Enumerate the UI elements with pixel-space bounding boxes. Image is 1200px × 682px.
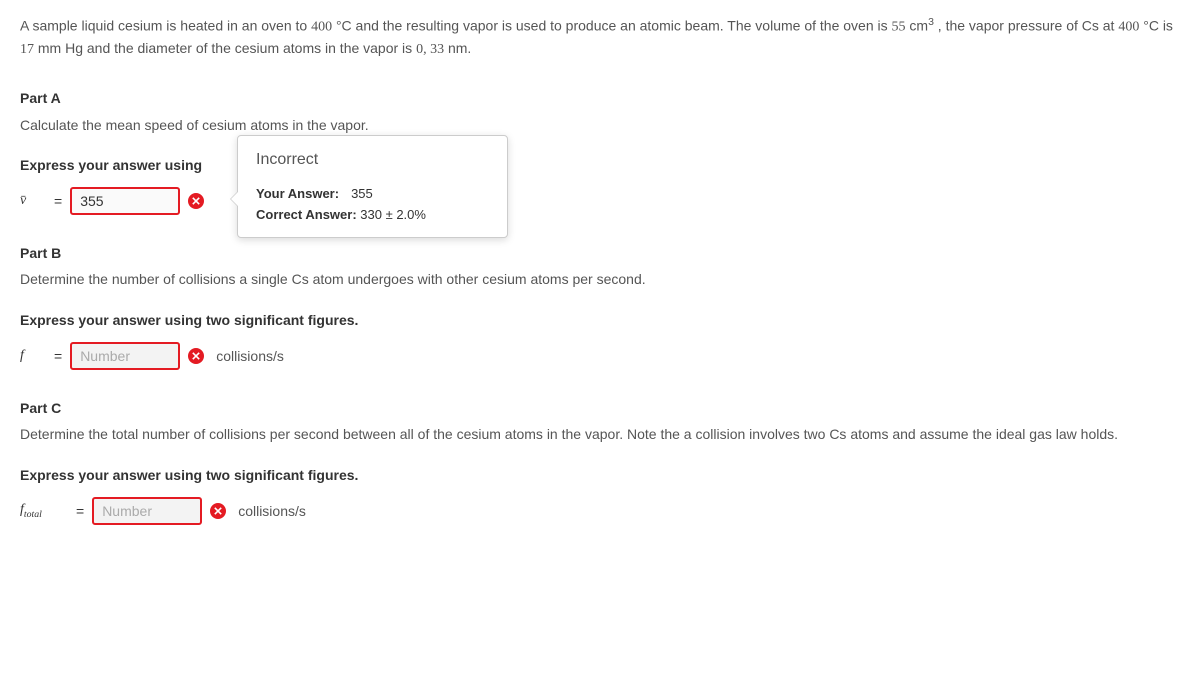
part-c-instruct: Express your answer using two significan…	[20, 465, 1180, 485]
part-a-answer-row: v̄ = Incorrect Your Answer:355 Correct A…	[20, 187, 1180, 215]
equals-sign: =	[54, 191, 62, 211]
part-c-variable: ftotal	[20, 500, 68, 522]
incorrect-icon	[188, 348, 204, 364]
part-a-instruct: Express your answer using	[20, 155, 1180, 175]
part-c-input[interactable]	[92, 497, 202, 525]
part-a: Part A Calculate the mean speed of cesiu…	[20, 88, 1180, 215]
feedback-popup: Incorrect Your Answer:355 Correct Answer…	[237, 135, 508, 238]
part-b-prompt: Determine the number of collisions a sin…	[20, 269, 1180, 289]
part-b-unit: collisions/s	[216, 346, 284, 366]
part-a-prompt: Calculate the mean speed of cesium atoms…	[20, 115, 1180, 135]
part-a-heading: Part A	[20, 88, 1180, 108]
part-b-input[interactable]	[70, 342, 180, 370]
equals-sign: =	[76, 501, 84, 521]
incorrect-icon	[210, 503, 226, 519]
equals-sign: =	[54, 346, 62, 366]
incorrect-icon	[188, 193, 204, 209]
part-b-instruct: Express your answer using two significan…	[20, 310, 1180, 330]
part-c-unit: collisions/s	[238, 501, 306, 521]
part-b-heading: Part B	[20, 243, 1180, 263]
feedback-title: Incorrect	[256, 148, 491, 171]
problem-statement: A sample liquid cesium is heated in an o…	[20, 15, 1180, 60]
part-c-answer-row: ftotal = collisions/s	[20, 497, 1180, 525]
feedback-your-answer: Your Answer:355	[256, 185, 491, 204]
part-a-input[interactable]	[70, 187, 180, 215]
part-b: Part B Determine the number of collision…	[20, 243, 1180, 370]
part-c-heading: Part C	[20, 398, 1180, 418]
feedback-correct-answer: Correct Answer: 330 ± 2.0%	[256, 206, 491, 225]
part-c-prompt: Determine the total number of collisions…	[20, 424, 1180, 444]
part-a-variable: v̄	[20, 191, 46, 211]
part-c: Part C Determine the total number of col…	[20, 398, 1180, 525]
part-b-answer-row: f = collisions/s	[20, 342, 1180, 370]
part-b-variable: f	[20, 346, 46, 366]
